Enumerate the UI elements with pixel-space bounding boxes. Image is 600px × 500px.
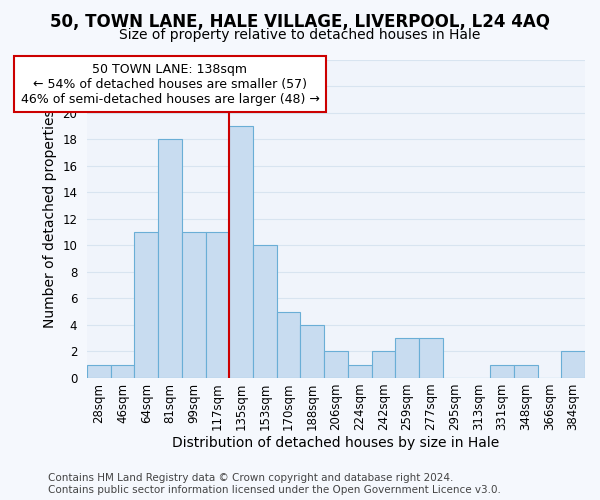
Text: Contains HM Land Registry data © Crown copyright and database right 2024.
Contai: Contains HM Land Registry data © Crown c… xyxy=(48,474,501,495)
Bar xyxy=(253,246,277,378)
Bar xyxy=(490,364,514,378)
Bar xyxy=(371,352,395,378)
Bar xyxy=(348,364,371,378)
Bar xyxy=(324,352,348,378)
Bar xyxy=(561,352,585,378)
Text: 50 TOWN LANE: 138sqm
← 54% of detached houses are smaller (57)
46% of semi-detac: 50 TOWN LANE: 138sqm ← 54% of detached h… xyxy=(20,62,319,106)
Bar xyxy=(395,338,419,378)
Bar xyxy=(182,232,206,378)
Bar xyxy=(110,364,134,378)
Bar xyxy=(87,364,110,378)
Y-axis label: Number of detached properties: Number of detached properties xyxy=(43,110,56,328)
X-axis label: Distribution of detached houses by size in Hale: Distribution of detached houses by size … xyxy=(172,436,500,450)
Bar xyxy=(514,364,538,378)
Bar xyxy=(419,338,443,378)
Bar xyxy=(229,126,253,378)
Bar xyxy=(206,232,229,378)
Text: 50, TOWN LANE, HALE VILLAGE, LIVERPOOL, L24 4AQ: 50, TOWN LANE, HALE VILLAGE, LIVERPOOL, … xyxy=(50,12,550,30)
Bar xyxy=(158,140,182,378)
Bar xyxy=(277,312,301,378)
Text: Size of property relative to detached houses in Hale: Size of property relative to detached ho… xyxy=(119,28,481,42)
Bar xyxy=(134,232,158,378)
Bar xyxy=(301,325,324,378)
